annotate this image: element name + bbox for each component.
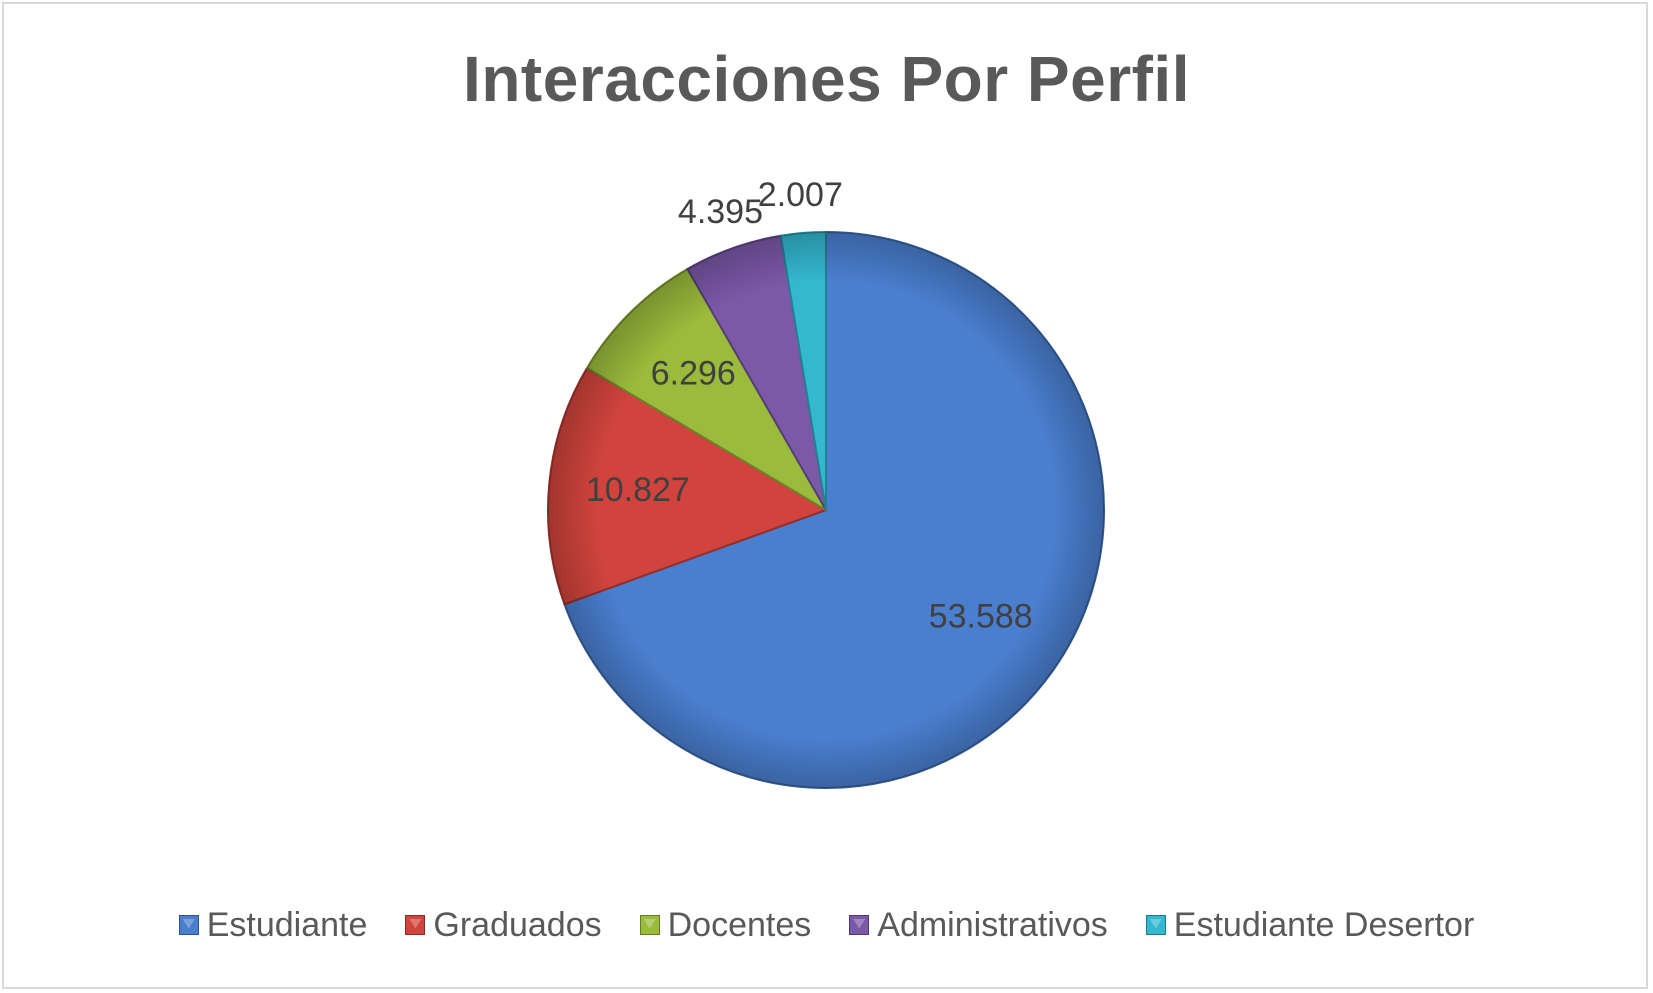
legend-label: Graduados [433, 905, 602, 944]
data-label-graduados: 10.827 [586, 471, 690, 509]
data-label-estudiante-desertor: 2.007 [758, 176, 843, 214]
legend-label: Administrativos [877, 905, 1108, 944]
legend-item-administrativos: Administrativos [849, 906, 1108, 945]
legend-item-estudiante: Estudiante [178, 905, 368, 945]
legend-swatch [849, 915, 870, 935]
legend-label: Estudiante [206, 905, 368, 944]
legend-swatch [178, 915, 199, 935]
legend-label: Estudiante Desertor [1173, 905, 1475, 944]
data-label-docentes: 6.296 [651, 354, 736, 392]
legend: Estudiante Graduados Docentes Administrativ… [0, 900, 1653, 950]
data-label-estudiante: 53.588 [929, 598, 1033, 636]
legend-swatch [405, 915, 426, 935]
legend-item-graduados: Graduados [405, 905, 602, 945]
legend-label: Docentes [667, 905, 812, 944]
legend-item-estudiante-desertor: Estudiante Desertor [1145, 905, 1475, 945]
data-label-administrativos: 4.395 [678, 193, 763, 231]
chart-title: Interacciones Por Perfil [463, 43, 1190, 115]
legend-item-docentes: Docentes [639, 905, 812, 945]
legend-swatch [639, 915, 660, 935]
legend-swatch [1145, 915, 1166, 935]
